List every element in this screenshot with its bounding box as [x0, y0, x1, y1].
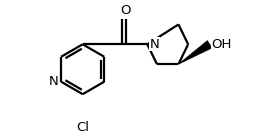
Text: O: O	[120, 3, 131, 17]
Text: OH: OH	[212, 38, 232, 51]
Polygon shape	[178, 41, 212, 64]
Text: Cl: Cl	[76, 121, 89, 134]
Text: N: N	[149, 38, 159, 51]
Text: N: N	[49, 75, 58, 88]
